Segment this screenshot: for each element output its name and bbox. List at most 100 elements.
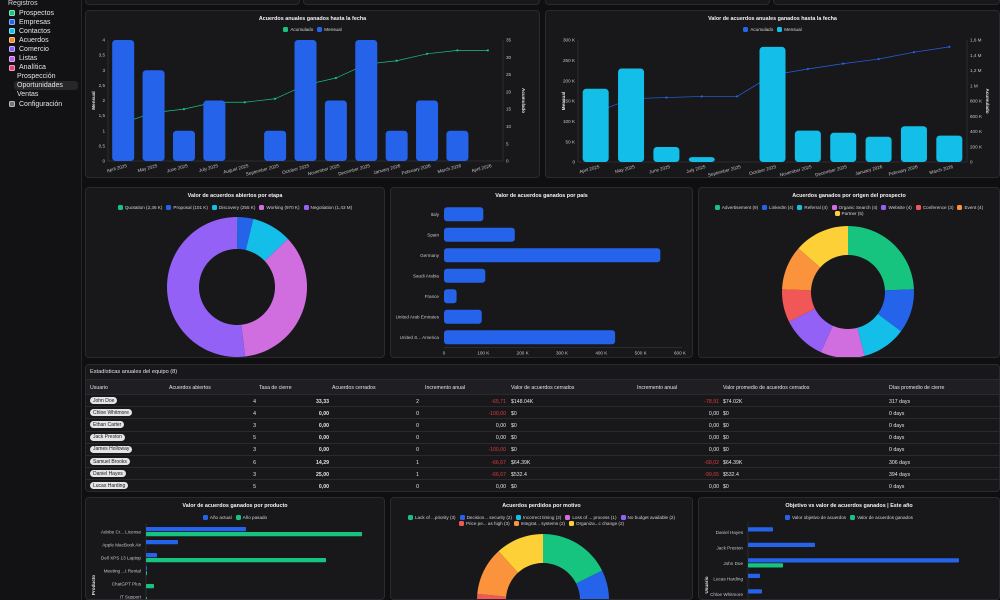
bar-lucas-harding-valor-objetivo-de-acuerdos[interactable] xyxy=(748,573,760,578)
bar-april-2025[interactable] xyxy=(112,40,135,161)
bar-united-arab-emirates[interactable] xyxy=(444,309,482,324)
sidebar-subitem-oportunidades[interactable]: Oportunidades xyxy=(14,81,78,91)
line-point[interactable] xyxy=(334,76,337,80)
legend-item[interactable]: Valor objetivo de acuerdos xyxy=(785,515,846,520)
bar-march-2026[interactable] xyxy=(446,130,469,161)
bar-jack-preston-valor-objetivo-de-acuerdos[interactable] xyxy=(748,542,815,547)
column-header-tasa-de-cierre[interactable]: Tasa de cierre xyxy=(259,385,292,391)
column-header-incremento-anual[interactable]: Incremento anual xyxy=(637,385,678,391)
slice-negotiation-1-43-m[interactable] xyxy=(167,217,246,357)
line-point[interactable] xyxy=(877,57,880,61)
table-row[interactable]: Daniel Hayes 3 25,00 1 -66,67 $532.4 -99,65 $53… xyxy=(86,467,999,479)
bar-april-2025[interactable] xyxy=(582,88,609,162)
sidebar-item-comercio[interactable]: Comercio xyxy=(6,45,52,54)
bar-november-2025[interactable] xyxy=(794,130,821,162)
bar-adobe-cr-license-a-o-actual[interactable] xyxy=(146,527,246,532)
bar-january-2026[interactable] xyxy=(865,136,892,162)
legend-item[interactable]: Advertisement (9) xyxy=(714,205,758,210)
line-point[interactable] xyxy=(912,51,916,54)
table-row[interactable]: Jack Preston 5 0,00 0 0,00 $0 0,00 $0 0 days xyxy=(86,430,999,443)
bar-it-support-a-o-pasado[interactable] xyxy=(146,597,147,599)
bar-meeting-t-rental-a-o-pasado[interactable] xyxy=(146,571,147,576)
legend-item[interactable]: Quotation (2,36 K) xyxy=(117,205,162,210)
legend-item[interactable]: Conference (3) xyxy=(915,205,953,210)
sidebar-item-anal-tica[interactable]: Analítica xyxy=(6,63,49,72)
legend-item[interactable]: Loss of ... process (1) xyxy=(565,515,617,520)
line-point[interactable] xyxy=(456,49,459,52)
legend-item[interactable]: LinkedIn (4) xyxy=(762,205,793,210)
line-point[interactable] xyxy=(665,96,668,99)
legend-item[interactable]: Referral (4) xyxy=(797,205,828,210)
legend-item[interactable]: Website (4) xyxy=(881,205,912,210)
column-header-valor-de-acuerdos-cerrados[interactable]: Valor de acuerdos cerrados xyxy=(511,385,575,391)
line-point[interactable] xyxy=(274,97,277,100)
bar-march-2026[interactable] xyxy=(936,135,963,162)
sidebar-subitem-prospecci-n[interactable]: Prospección xyxy=(14,72,78,81)
sidebar-item-contactos[interactable]: Contactos xyxy=(6,27,54,36)
slice-proposal-101-k[interactable] xyxy=(237,217,254,251)
column-header-d-as-promedio-de-cierre[interactable]: Días promedio de cierre xyxy=(889,385,945,391)
legend-item[interactable]: Lack of ...priority (3) xyxy=(407,515,456,520)
bar-adobe-cr-license-a-o-pasado[interactable] xyxy=(146,532,362,537)
bar-may-2025[interactable] xyxy=(618,68,645,162)
slice-lack-of-priority-3[interactable] xyxy=(543,534,603,584)
bar-chloe-whitmore-valor-objetivo-de-acuerdos[interactable] xyxy=(748,589,762,594)
sidebar-subitem-ventas[interactable]: Ventas xyxy=(14,90,78,99)
column-header-usuario[interactable]: Usuario xyxy=(90,385,108,391)
bar-july-2025[interactable] xyxy=(688,157,715,162)
bar-february-2026[interactable] xyxy=(900,126,927,162)
slice-integrat-systems-2[interactable] xyxy=(477,551,519,597)
line-point[interactable] xyxy=(425,52,429,55)
user-chip[interactable]: Jack Preston xyxy=(90,433,125,441)
bar-saudi-arabia[interactable] xyxy=(444,268,486,283)
line-point[interactable] xyxy=(395,59,398,62)
slice-linkedin-4[interactable] xyxy=(877,289,914,332)
legend-item[interactable]: Decision... security (2) xyxy=(459,515,512,520)
bar-john-doe-valor-objetivo-de-acuerdos[interactable] xyxy=(748,558,959,563)
legend-item[interactable]: Price pe... as high (3) xyxy=(458,521,510,526)
sidebar-item-acuerdos[interactable]: Acuerdos xyxy=(6,36,52,45)
legend-item[interactable]: Incorrect timing (2) xyxy=(516,515,561,520)
bar-dell-xps-13-laptop-a-o-pasado[interactable] xyxy=(146,558,326,563)
sidebar-item-prospectos[interactable]: Prospectos xyxy=(6,9,57,18)
slice-website-4[interactable] xyxy=(789,308,833,353)
bar-chatgpt-plus-a-o-pasado[interactable] xyxy=(146,584,154,589)
legend-item[interactable]: Working (970 K) xyxy=(259,205,300,210)
bar-july-2025[interactable] xyxy=(203,100,226,162)
legend-item[interactable]: Acumulado xyxy=(743,27,773,32)
legend-item[interactable]: Discovery (255 K) xyxy=(211,205,255,210)
user-chip[interactable]: John Doe xyxy=(90,397,118,404)
legend-item[interactable]: Integrat... systems (2) xyxy=(513,521,565,526)
bar-italy[interactable] xyxy=(444,207,484,222)
bar-november-2025[interactable] xyxy=(324,100,347,162)
legend-item[interactable]: Event (4) xyxy=(957,205,983,210)
column-header-incremento-anual[interactable]: Incremento anual xyxy=(425,385,466,391)
user-chip[interactable]: James Holloway xyxy=(90,445,133,453)
bar-september-2025[interactable] xyxy=(264,130,287,161)
legend-item[interactable]: Acumulado xyxy=(283,27,313,32)
bar-october-2025[interactable] xyxy=(759,46,786,163)
sidebar-item-listas[interactable]: Listas xyxy=(6,54,40,63)
legend-item[interactable]: Proposal (101 K) xyxy=(166,205,208,210)
legend-item[interactable]: Mensual xyxy=(777,27,802,32)
slice-organic-search-4[interactable] xyxy=(820,325,865,357)
bar-apple-macbook-air-a-o-actual[interactable] xyxy=(146,540,178,545)
slice-working-970-k[interactable] xyxy=(241,239,307,357)
legend-item[interactable]: Organiza...c change (2) xyxy=(569,521,624,526)
bar-june-2025[interactable] xyxy=(653,146,680,162)
column-header-acuerdos-abiertos[interactable]: Acuerdos abiertos xyxy=(169,385,211,391)
table-row[interactable]: Lucas Harding 5 0,00 0 0,00 $0 0,00 $0 0 days xyxy=(86,479,999,491)
slice-conference-3[interactable] xyxy=(782,289,815,322)
bar-dell-xps-13-laptop-a-o-actual[interactable] xyxy=(146,553,157,558)
legend-item[interactable]: Año actual xyxy=(202,515,232,520)
slice-referral-4[interactable] xyxy=(857,314,902,356)
user-chip[interactable]: Daniel Hayes xyxy=(90,470,126,478)
table-row[interactable]: Chloe Whitmore 4 0,00 0 -100,00 $0 0,00 $0 0 day… xyxy=(86,406,999,418)
bar-spain[interactable] xyxy=(444,227,515,242)
user-chip[interactable]: Samuel Brooks xyxy=(90,458,130,465)
legend-item[interactable]: Valor de acuerdos ganados xyxy=(850,515,913,520)
sidebar-item-configuracion[interactable]: Configuración xyxy=(6,100,65,109)
slice-event-4[interactable] xyxy=(782,248,821,291)
line-point[interactable] xyxy=(700,95,703,98)
column-header-valor-promedio-de-acuerdos-cerrados[interactable]: Valor promedio de acuerdos cerrados xyxy=(723,385,810,391)
